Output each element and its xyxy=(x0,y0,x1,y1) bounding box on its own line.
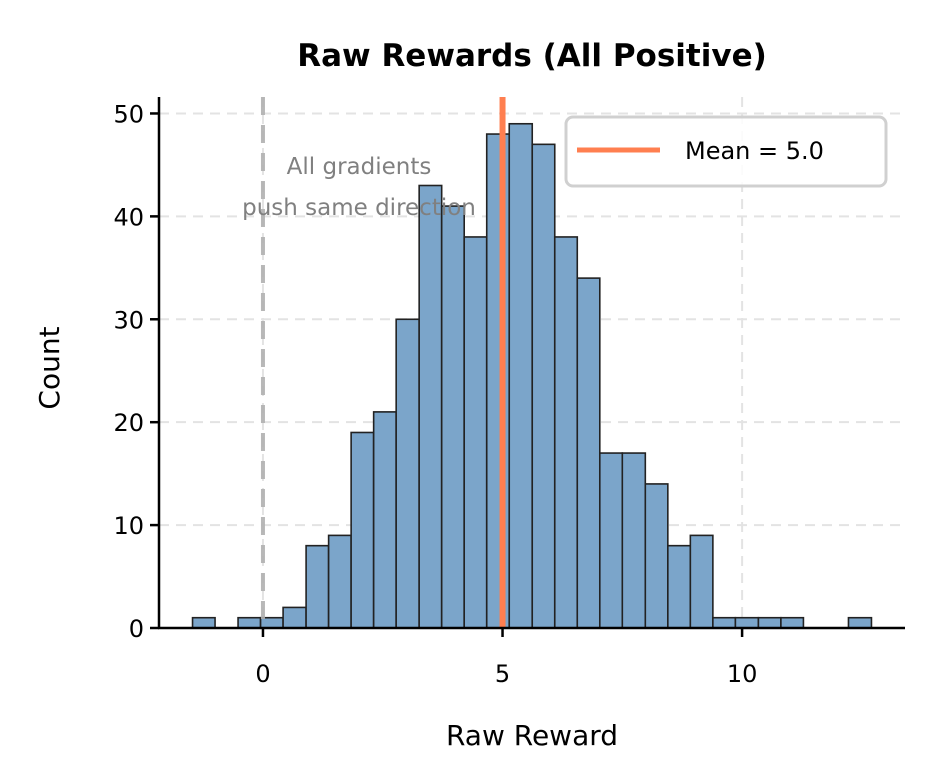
histogram-bar xyxy=(440,205,466,629)
histogram-bar xyxy=(237,616,262,629)
x-tick-label: 10 xyxy=(727,660,758,688)
histogram-bar xyxy=(712,616,737,629)
y-tick-label: 0 xyxy=(129,615,144,643)
y-tick-label: 20 xyxy=(113,409,144,437)
histogram-bar xyxy=(757,616,782,629)
annotation-line-2: push same direction xyxy=(242,195,476,221)
reference-lines xyxy=(260,97,506,628)
y-axis-label: Count xyxy=(33,326,66,409)
histogram-bar xyxy=(847,616,873,629)
histogram-bar xyxy=(621,452,647,629)
legend-box xyxy=(564,115,888,188)
legend: Mean = 5.0 xyxy=(564,115,888,188)
x-tick-label: 0 xyxy=(255,660,270,688)
y-tick-label: 50 xyxy=(113,100,144,128)
histogram-bar xyxy=(259,616,284,629)
histogram-bar xyxy=(508,122,534,629)
histogram-bar xyxy=(372,411,397,629)
histogram-bar xyxy=(418,184,443,629)
histogram-bar xyxy=(350,431,375,629)
histogram-bar xyxy=(734,616,760,629)
histogram-bar xyxy=(191,616,216,629)
chart-title: Raw Rewards (All Positive) xyxy=(297,38,767,74)
histogram-bar xyxy=(485,133,511,629)
annotation-line-1: All gradients xyxy=(287,154,432,180)
histogram-bar xyxy=(463,236,488,629)
axes xyxy=(150,97,905,637)
y-tick-label: 10 xyxy=(113,512,144,540)
histogram-bar xyxy=(395,318,420,629)
histogram-bar xyxy=(282,606,307,629)
histogram-bar xyxy=(780,616,805,629)
histogram-bar xyxy=(327,534,352,629)
legend-mean-label: Mean = 5.0 xyxy=(685,137,824,165)
histogram-bar xyxy=(667,544,692,629)
tick-labels: 0 10 20 30 40 50 0 5 10 xyxy=(113,100,757,688)
y-tick-label: 40 xyxy=(113,203,144,231)
y-tick-label: 30 xyxy=(113,306,144,334)
x-axis-label: Raw Reward xyxy=(446,719,618,752)
histogram-bar xyxy=(598,452,624,629)
histogram-bar xyxy=(576,277,601,629)
histogram-bar xyxy=(553,236,579,629)
histogram-bar xyxy=(644,483,669,629)
histogram-bar xyxy=(531,143,556,629)
histogram-bar xyxy=(689,534,714,629)
histogram-bar xyxy=(305,544,330,629)
annotation: All gradients push same direction xyxy=(242,154,476,221)
x-tick-label: 5 xyxy=(495,660,510,688)
